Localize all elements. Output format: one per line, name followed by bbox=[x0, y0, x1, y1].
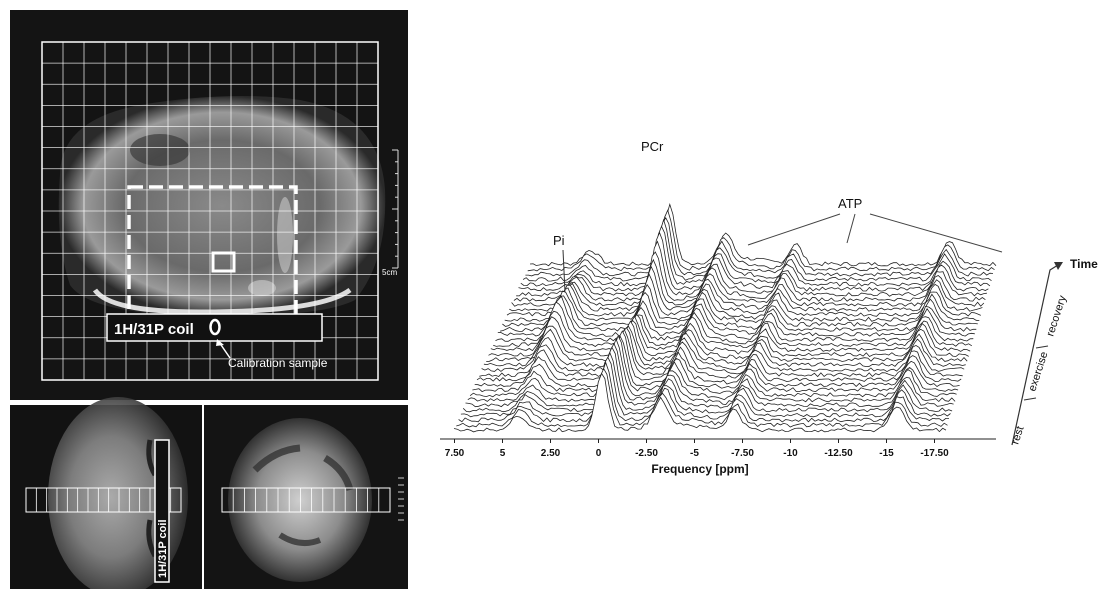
spectrum-trace bbox=[490, 315, 971, 352]
spectrum-trace bbox=[486, 320, 968, 362]
x-tick-label: -12.50 bbox=[824, 448, 853, 459]
spectrum-trace bbox=[509, 265, 983, 312]
spectrum-trace bbox=[502, 290, 978, 327]
x-tick-label: 5 bbox=[500, 448, 506, 459]
spectrum-trace bbox=[488, 319, 969, 357]
time-label: Time bbox=[1070, 257, 1098, 271]
scale-label: 5cm bbox=[382, 268, 397, 277]
x-tick-label: -5 bbox=[690, 448, 699, 459]
spectrum-trace bbox=[479, 328, 963, 378]
spectrum-trace bbox=[456, 367, 948, 428]
coronal-image bbox=[204, 405, 408, 589]
calibration-label: Calibration sample bbox=[228, 356, 328, 370]
mri-image-panel: 1H/31P coil Calibration sample 5cm 1H/31… bbox=[0, 0, 408, 594]
spectrum-trace bbox=[472, 334, 959, 393]
strip-outline bbox=[221, 487, 391, 513]
spectrum-trace bbox=[469, 338, 957, 398]
arrow-icon bbox=[216, 339, 224, 346]
x-tick-label: -7.50 bbox=[731, 448, 754, 459]
time-axis: Time rest exercise recovery bbox=[1009, 257, 1098, 446]
spectrum-trace bbox=[476, 330, 962, 383]
spectrum-trace bbox=[483, 325, 966, 368]
spectrum-trace bbox=[513, 251, 986, 302]
x-tick-label: 7.50 bbox=[445, 448, 465, 459]
x-tick-label: -2.50 bbox=[635, 448, 658, 459]
sagittal-image: 1H/31P coil bbox=[10, 397, 202, 594]
coil-label: 1H/31P coil bbox=[114, 321, 194, 338]
strip-outline bbox=[25, 487, 182, 513]
spectrum-trace bbox=[525, 216, 994, 277]
sagittal-coil-box bbox=[154, 439, 170, 583]
grid-outline bbox=[41, 41, 379, 381]
spectrum-trace bbox=[481, 326, 965, 373]
x-tick-label: -17.50 bbox=[920, 448, 949, 459]
mri-image-svg: 1H/31P coil Calibration sample 5cm 1H/31… bbox=[10, 10, 408, 594]
spectrum-trace bbox=[495, 301, 974, 342]
spectrum-trace bbox=[522, 218, 992, 282]
spectrum-trace bbox=[504, 283, 980, 322]
spectrum-trace bbox=[467, 342, 956, 403]
x-tick-label: -15 bbox=[879, 448, 894, 459]
spectrum-trace bbox=[520, 225, 991, 287]
axial-image: 1H/31P coil Calibration sample 5cm bbox=[10, 10, 408, 400]
spectrum-trace bbox=[500, 295, 977, 332]
spectrum-trace bbox=[497, 295, 975, 337]
spectrum-trace bbox=[516, 240, 987, 297]
spectrum-trace bbox=[462, 351, 953, 413]
time-arrow-icon bbox=[1054, 262, 1063, 270]
trace-mask bbox=[530, 204, 996, 267]
spectrum-trace bbox=[527, 209, 995, 272]
spectrum-trace bbox=[474, 335, 960, 388]
coronal-voxel-strip bbox=[221, 477, 404, 521]
spectrum-trace bbox=[506, 273, 981, 317]
x-tick-label: 2.50 bbox=[541, 448, 561, 459]
spectrum-stack-svg: 7.50 5 2.50 0 -2.50 -5 -7.50 -10 -12.50 -15 -17.50… bbox=[440, 139, 1098, 476]
frequency-axis: 7.50 5 2.50 0 -2.50 -5 -7.50 -10 -12.50 -15 -17.50 bbox=[440, 438, 996, 459]
scale-ruler bbox=[392, 149, 399, 269]
axial-fat-layer bbox=[92, 287, 352, 315]
spectrum-trace bbox=[511, 258, 985, 307]
spectrum-trace bbox=[460, 356, 951, 418]
spectrum-trace bbox=[465, 346, 954, 408]
time-phase-exercise: exercise bbox=[1026, 350, 1050, 393]
spectrum-trace bbox=[453, 372, 947, 433]
time-phase-recovery: recovery bbox=[1044, 294, 1069, 338]
coil-box bbox=[106, 313, 323, 342]
frequency-axis-label: Frequency [ppm] bbox=[651, 462, 748, 476]
atp-peak-label: ATP bbox=[838, 196, 862, 211]
sagittal-coil-label: 1H/31P coil bbox=[157, 520, 169, 579]
trace-mask bbox=[454, 373, 946, 433]
spectrum-panel: 7.50 5 2.50 0 -2.50 -5 -7.50 -10 -12.50 -15 -17.50… bbox=[430, 100, 1104, 500]
spectrum-trace bbox=[458, 361, 949, 423]
x-tick-label: -10 bbox=[783, 448, 798, 459]
selected-voxel bbox=[211, 251, 236, 273]
time-phase-rest: rest bbox=[1009, 425, 1026, 446]
calibration-sample-marker bbox=[209, 318, 221, 336]
spectrum-trace bbox=[493, 310, 973, 347]
spectrum-trace bbox=[529, 203, 997, 267]
pi-peak-label: Pi bbox=[553, 233, 565, 248]
spectrum-trace bbox=[518, 231, 989, 292]
x-tick-label: 0 bbox=[596, 448, 602, 459]
spectrum-traces bbox=[453, 203, 997, 433]
pcr-peak-label: PCr bbox=[641, 139, 664, 154]
